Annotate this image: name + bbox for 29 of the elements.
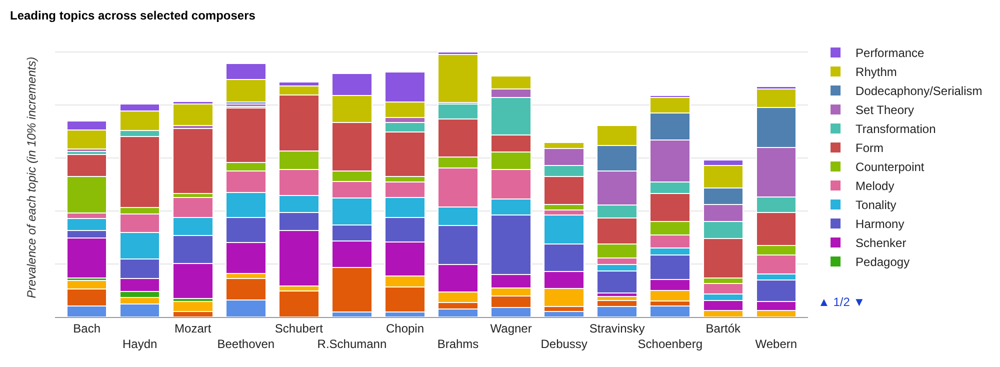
x-tick-label: Wagner: [490, 321, 532, 336]
x-tick-label: Debussy: [540, 337, 588, 351]
legend-label: Tonality: [856, 198, 896, 212]
legend-label: Pedagogy: [856, 255, 910, 270]
x-tick-label: Brahms: [437, 337, 479, 351]
legend-label: Set Theory: [856, 103, 914, 118]
x-tick-label: R.Schumann: [317, 337, 387, 351]
x-tick-label: Mozart: [174, 321, 212, 336]
text: ▲ 1/2 ▼: [818, 295, 866, 309]
x-tick-label: Beethoven: [217, 337, 275, 351]
y-axis-title: Prevalence of each topic (in 10% increments): [24, 56, 38, 298]
x-tick-label: Haydn: [122, 337, 158, 351]
x-tick-label: Schubert: [274, 321, 324, 336]
chart-title: Leading topics across selected composers: [10, 8, 256, 22]
legend-label: Melody: [856, 179, 894, 194]
legend-label: Rhythm: [856, 65, 897, 80]
x-tick-label: Schoenberg: [638, 337, 702, 351]
legend-label: Transformation: [856, 122, 936, 136]
x-tick-label: Webern: [755, 337, 798, 351]
legend-label: Form: [856, 141, 884, 156]
x-tick-label: Chopin: [386, 321, 424, 336]
legend-label: Schenker: [856, 236, 906, 250]
x-tick-label: Bach: [73, 321, 100, 336]
x-tick-label: Stravinsky: [589, 321, 645, 336]
legend-label: Performance: [856, 46, 925, 60]
x-tick-label: Bartók: [706, 321, 742, 336]
legend-label: Counterpoint: [856, 160, 925, 174]
legend-label: Dodecaphony/Serialism: [856, 84, 982, 98]
legend-label: Harmony: [856, 217, 904, 232]
